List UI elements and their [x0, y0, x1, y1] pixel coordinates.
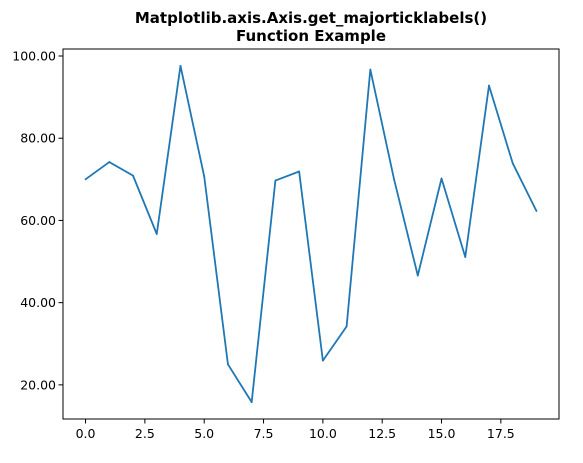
chart-title-line-2: Function Example: [236, 27, 386, 45]
chart-title-line-1: Matplotlib.axis.Axis.get_majorticklabels…: [135, 9, 487, 27]
data-point: [464, 256, 467, 258]
y-tick-label: 20.00: [20, 377, 56, 392]
data-point: [369, 68, 372, 71]
data-point: [535, 210, 538, 212]
data-point: [179, 64, 182, 67]
x-tick-label: 5.0: [194, 426, 214, 441]
data-point: [511, 162, 514, 165]
y-tick-label: 80.00: [20, 131, 56, 146]
y-tick-label: 40.00: [20, 295, 56, 310]
x-tick-label: 2.5: [135, 426, 155, 441]
data-point: [274, 179, 277, 182]
x-tick-label: 7.5: [254, 426, 274, 441]
x-tick-label: 0.0: [76, 426, 96, 441]
data-point: [84, 178, 87, 181]
data-point: [108, 161, 111, 163]
data-point: [488, 84, 490, 87]
data-point: [416, 274, 419, 277]
y-tick-label: 60.00: [20, 213, 56, 228]
x-tick-label: 12.5: [368, 426, 396, 441]
data-point: [155, 233, 158, 235]
data-point: [345, 325, 348, 328]
data-point: [203, 175, 206, 178]
data-point: [227, 363, 229, 366]
x-tick-label: 10.0: [309, 426, 337, 441]
data-point: [132, 174, 134, 177]
x-tick-label: 17.5: [487, 426, 515, 441]
x-tick-label: 15.0: [428, 426, 456, 441]
series-line: [85, 64, 538, 404]
axes-frame: [62, 48, 560, 420]
data-point: [321, 359, 324, 362]
data-point: [440, 177, 443, 180]
y-tick-label: 100.00: [12, 48, 56, 63]
data-point: [298, 170, 301, 173]
plot-area: 0.0 2.5 5.0 7.5 10.0 12.5 15.0 17.5 20.00 40.00 60…: [12, 48, 538, 441]
data-point: [393, 178, 395, 181]
data-point: [250, 401, 253, 404]
